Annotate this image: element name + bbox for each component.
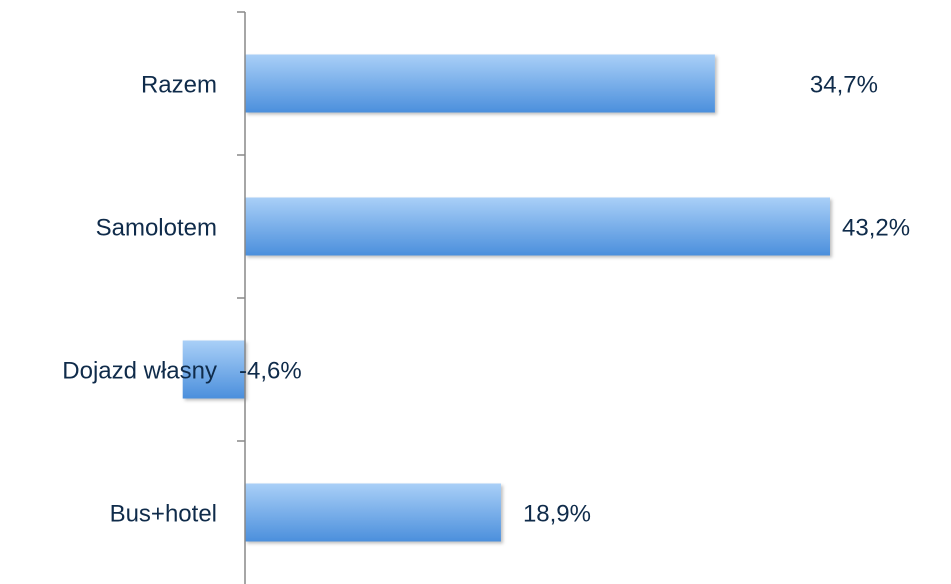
- category-label: Dojazd własny: [62, 358, 217, 385]
- labels-layer: Razem 34,7% Samolotem 43,2% Dojazd własny -4,…: [62, 72, 910, 528]
- value-label: 18,9%: [523, 501, 591, 528]
- bars-layer: [182, 54, 830, 542]
- value-label: -4,6%: [239, 358, 302, 385]
- category-label: Razem: [141, 72, 217, 99]
- value-label: 43,2%: [842, 215, 910, 242]
- category-label: Bus+hotel: [110, 501, 217, 528]
- bar-0: [245, 54, 715, 113]
- category-label: Samolotem: [96, 215, 217, 242]
- bar-1: [245, 197, 830, 256]
- bar-2: [182, 340, 245, 399]
- bar-3: [245, 483, 501, 542]
- value-label: 34,7%: [810, 72, 878, 99]
- category-axis: [237, 11, 246, 584]
